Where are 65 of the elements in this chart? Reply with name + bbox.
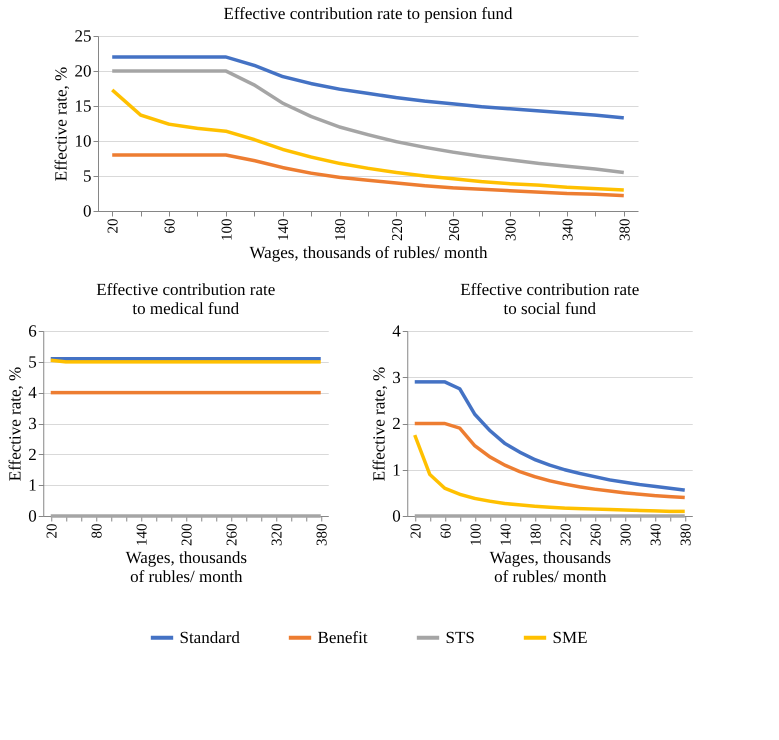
x-tick-label: 320 xyxy=(269,524,286,546)
y-tick-label: 10 xyxy=(74,132,92,150)
line-series xyxy=(110,153,626,198)
y-tick-label: 0 xyxy=(28,506,37,526)
y-tick-label: 4 xyxy=(392,322,402,340)
x-tick-label: 20 xyxy=(44,524,60,538)
x-tick-label: 20 xyxy=(408,524,424,538)
chart-title: Effective contribution rate to medical fund xyxy=(96,280,276,318)
x-tick-label: 140 xyxy=(498,524,514,546)
y-tick-label: 0 xyxy=(392,506,401,526)
line-series xyxy=(413,433,686,514)
y-tick-label: 5 xyxy=(83,166,92,186)
chart-title: Effective contribution rate to pension fund xyxy=(223,4,514,23)
x-tick-label: 260 xyxy=(588,524,604,546)
y-tick-label: 20 xyxy=(74,62,92,80)
line-series xyxy=(110,55,626,120)
y-axis-title: Effective rate, % xyxy=(52,66,70,182)
x-tick-label: 140 xyxy=(276,218,292,241)
x-tick-label: 260 xyxy=(224,524,240,546)
y-tick-label: 3 xyxy=(28,414,37,433)
chart-title: Effective contribution rate to social fund xyxy=(460,280,640,318)
x-tick-label: 180 xyxy=(528,524,544,546)
x-tick-label: 80 xyxy=(89,524,106,538)
x-tick-label: 60 xyxy=(438,524,454,538)
x-axis-title: Wages, thousands of rubles/ month xyxy=(249,243,488,262)
x-tick-label: 180 xyxy=(333,218,350,241)
x-tick-label: 200 xyxy=(179,524,196,546)
y-tick-label: 2 xyxy=(28,444,37,464)
legend-label: SME xyxy=(552,628,588,647)
x-tick-label: 300 xyxy=(618,524,634,546)
line-series xyxy=(110,88,626,192)
legend-label: Standard xyxy=(180,628,240,647)
line-series xyxy=(413,380,686,492)
x-tick-label: 60 xyxy=(162,218,179,234)
legend-label: STS xyxy=(446,628,475,647)
y-tick-label: 0 xyxy=(83,202,92,220)
x-tick-label: 300 xyxy=(504,218,520,241)
y-axis-title: Effective rate, % xyxy=(5,366,24,482)
y-tick-label: 15 xyxy=(74,96,92,116)
x-tick-label: 220 xyxy=(558,524,574,546)
x-tick-label: 380 xyxy=(678,524,694,546)
line-series xyxy=(413,422,686,500)
x-tick-label: 260 xyxy=(446,218,463,241)
y-tick-label: 4 xyxy=(28,383,38,402)
x-tick-label: 100 xyxy=(219,218,236,241)
x-tick-label: 340 xyxy=(560,218,576,241)
x-axis-title: Wages, thousands of rubles/ month xyxy=(126,548,247,586)
y-tick-label: 1 xyxy=(392,460,401,480)
y-tick-label: 25 xyxy=(74,26,92,46)
y-tick-label: 5 xyxy=(28,352,37,372)
y-tick-label: 6 xyxy=(28,322,37,340)
line-series xyxy=(110,69,626,174)
y-axis-title: Effective rate, % xyxy=(369,366,388,482)
x-tick-label: 220 xyxy=(390,218,406,241)
x-tick-label: 340 xyxy=(648,524,664,546)
x-tick-label: 380 xyxy=(314,524,330,546)
legend-label: Benefit xyxy=(318,628,368,647)
x-tick-label: 140 xyxy=(134,524,150,546)
x-tick-label: 100 xyxy=(468,524,484,546)
y-tick-label: 1 xyxy=(28,476,37,495)
x-axis-title: Wages, thousands of rubles/ month xyxy=(490,548,611,586)
y-tick-label: 2 xyxy=(392,414,401,433)
x-tick-label: 20 xyxy=(106,218,122,234)
y-tick-label: 3 xyxy=(392,368,401,387)
x-tick-label: 380 xyxy=(617,218,634,241)
